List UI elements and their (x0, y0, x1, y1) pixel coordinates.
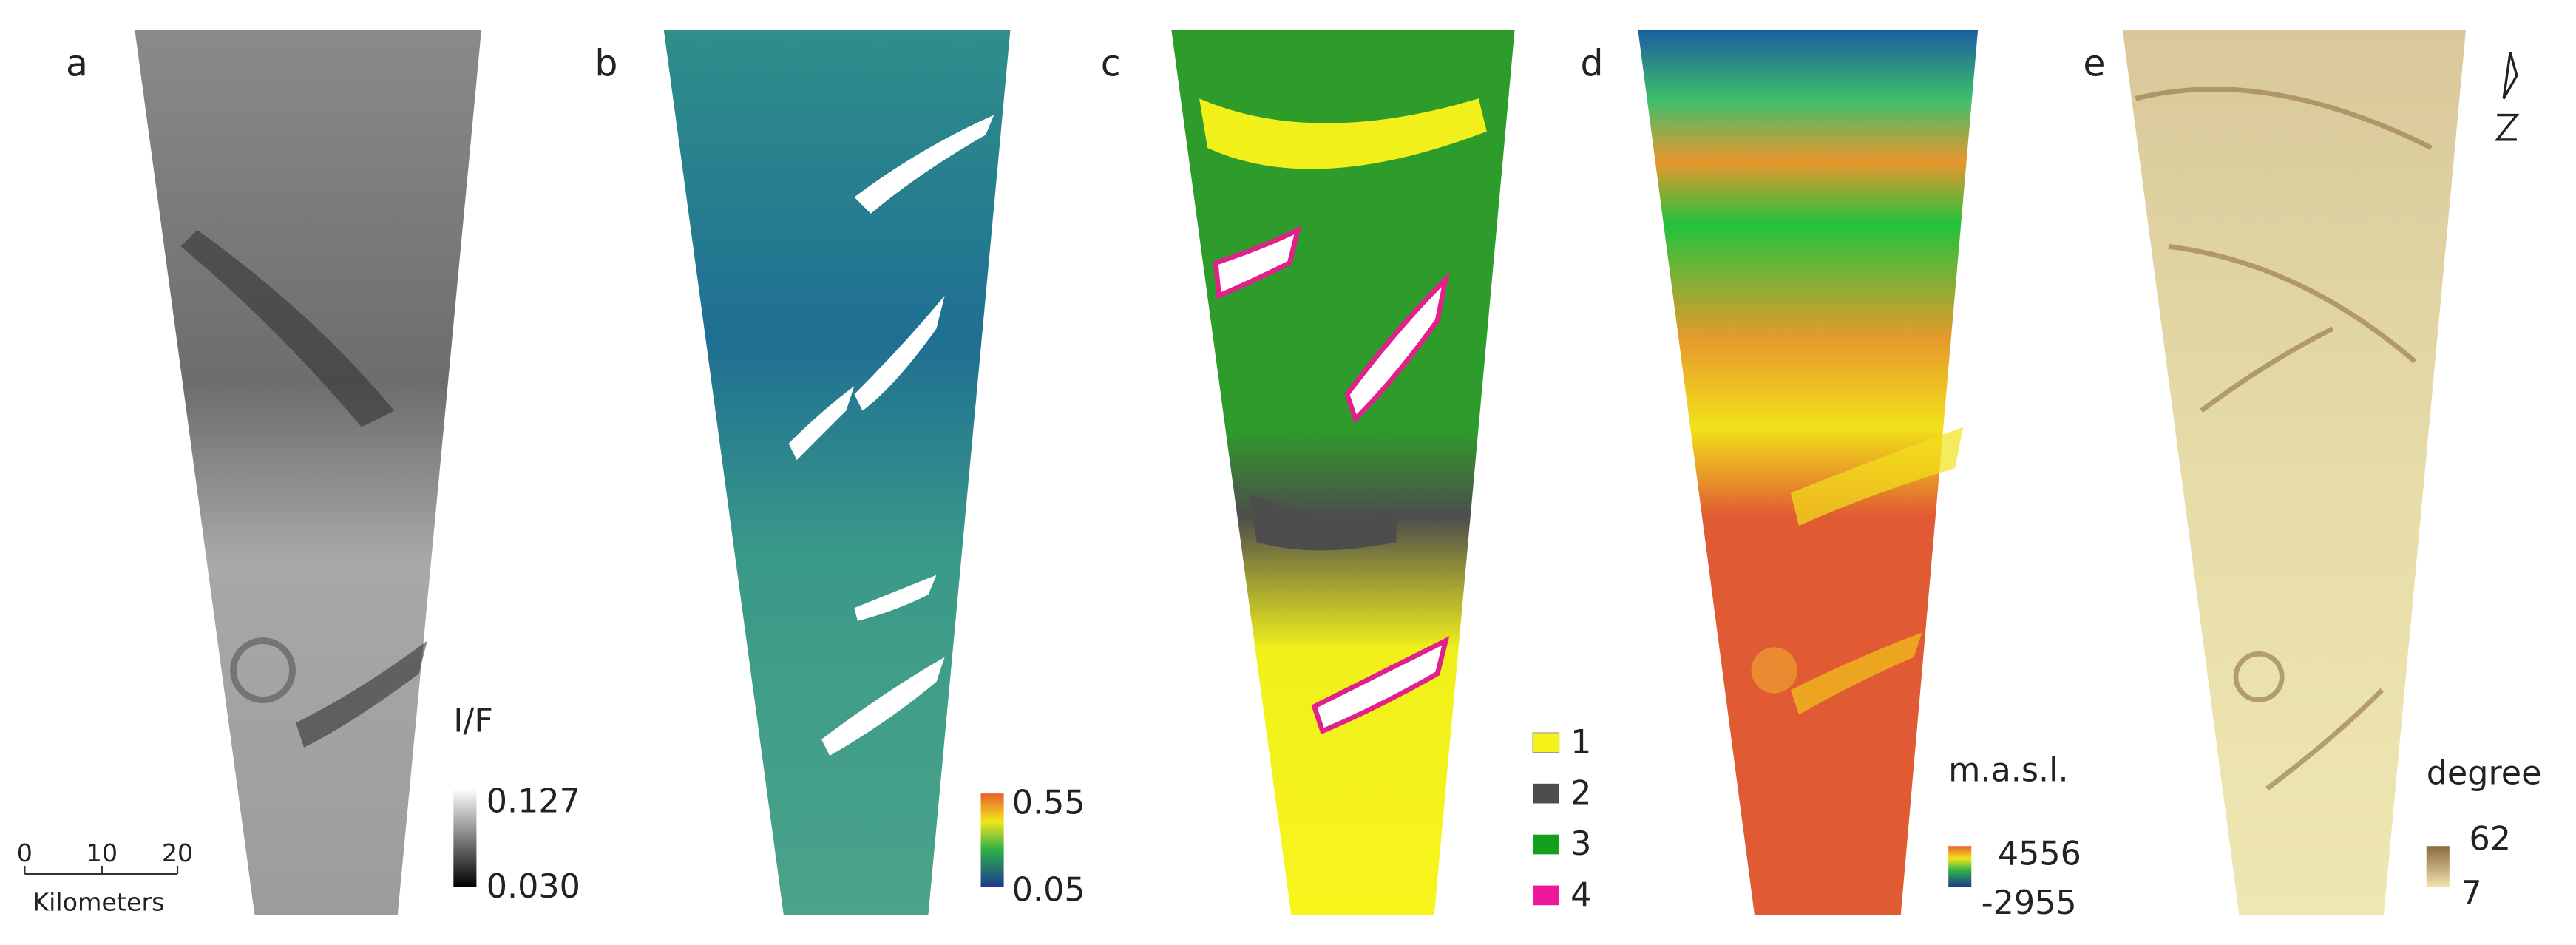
legend-min: -2955 (1982, 884, 2077, 922)
panel-label: d (1580, 42, 1603, 84)
map-a (135, 29, 482, 915)
scale-label: 0 (17, 839, 33, 867)
legend-min: 7 (2461, 875, 2481, 912)
legend-label: 2 (1570, 774, 1591, 812)
map-d-texture (1751, 427, 1964, 715)
legend-label: 4 (1570, 876, 1591, 914)
legend-min: 0.030 (487, 868, 580, 906)
legend-max: 0.127 (487, 782, 580, 820)
panel-label: b (594, 42, 617, 84)
scale-label: 20 (162, 839, 193, 867)
legend-swatch (1532, 732, 1560, 753)
colorbar (980, 793, 1004, 887)
scale-unit: Kilometers (33, 888, 164, 917)
map-e (2122, 29, 2467, 915)
legend-max: 62 (2470, 821, 2512, 858)
colorbar (2426, 846, 2450, 887)
legend-title: I/F (453, 702, 493, 740)
panel-label: c (1101, 42, 1121, 84)
legend-min: 0.05 (1012, 871, 1085, 909)
map-b-texture (788, 115, 994, 756)
north-arrow (2494, 52, 2520, 141)
map-d (1638, 29, 1979, 915)
panel-label: a (66, 42, 88, 84)
legend-max: 4556 (1998, 836, 2081, 873)
scale-label: 10 (87, 839, 118, 867)
map-e-texture (2135, 87, 2433, 791)
colorbar (453, 788, 477, 887)
legend-title: m.a.s.l. (1948, 751, 2068, 789)
legend-swatch (1533, 885, 1559, 906)
map-a-texture (180, 230, 427, 748)
legend-swatch (1533, 783, 1559, 804)
legend-swatch (1533, 834, 1559, 855)
legend-max: 0.55 (1012, 785, 1085, 822)
map-c-texture (1199, 98, 1487, 735)
panel-label: e (2083, 42, 2105, 84)
legend-label: 1 (1570, 723, 1591, 761)
legend-title: degree (2427, 755, 2542, 793)
colorbar (1948, 846, 1972, 887)
map-b (663, 29, 1011, 915)
legend-label: 3 (1570, 825, 1591, 863)
